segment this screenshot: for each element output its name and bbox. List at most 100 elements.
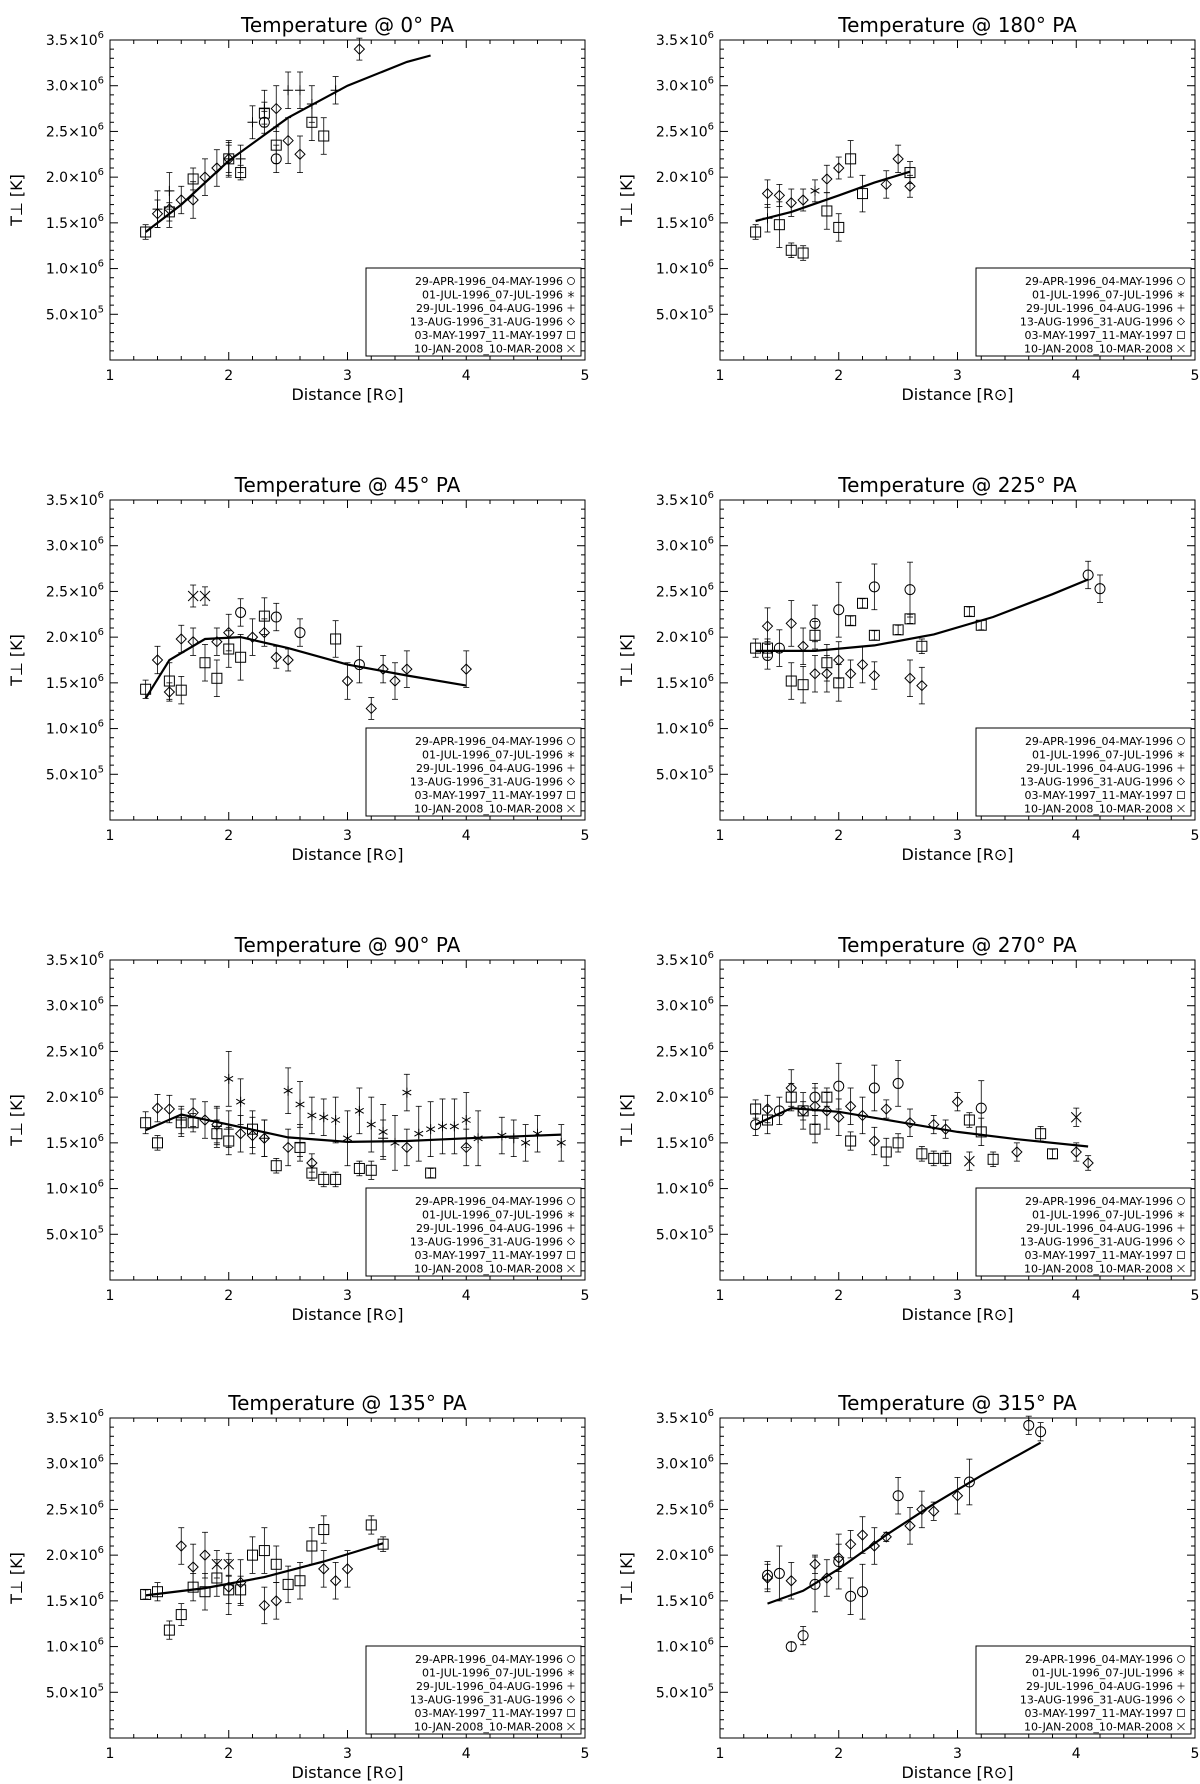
- data-point: [401, 1141, 413, 1154]
- y-tick-label: 1.0×106​: [656, 1637, 714, 1656]
- data-point: [508, 1133, 519, 1144]
- data-point: [797, 194, 809, 206]
- y-tick-label: 3.0×106​: [656, 76, 714, 95]
- y-tick-label: 1.5×106​: [46, 1591, 104, 1610]
- x-tick-label: 2: [834, 1288, 843, 1304]
- data-point: [821, 1091, 833, 1103]
- data-point: [331, 1115, 341, 1125]
- data-point: [460, 663, 472, 675]
- legend-symbol: [1177, 1237, 1185, 1246]
- data-point: [963, 1114, 975, 1126]
- legend-label: 10-JAN-2008_10-MAR-2008: [1024, 803, 1173, 816]
- data-point: [904, 1117, 916, 1129]
- data-point: [377, 1538, 389, 1550]
- x-axis-label: Distance [R⊙]: [901, 1305, 1013, 1324]
- data-point: [916, 679, 928, 692]
- plus-icon: [567, 764, 575, 772]
- x-axis-label: Distance [R⊙]: [901, 385, 1013, 404]
- y-axis-label: T⊥ [K]: [7, 1094, 26, 1147]
- data-point: [187, 1561, 199, 1573]
- legend-symbol: [567, 317, 575, 326]
- legend-label: 03-MAY-1997_11-MAY-1997: [1024, 789, 1173, 802]
- data-point: [282, 1578, 294, 1590]
- x-tick-label: 4: [462, 1746, 471, 1762]
- y-tick-label: 2.0×106​: [656, 627, 714, 646]
- legend-symbol: [567, 344, 575, 353]
- y-tick-label: 2.0×106​: [46, 627, 104, 646]
- legend-label: 13-AUG-1996_31-AUG-1996: [1020, 1236, 1173, 1249]
- data-point: [750, 1103, 762, 1115]
- data-point: [785, 1091, 797, 1103]
- data-point: [785, 1641, 797, 1653]
- y-tick-label: 1.5×106​: [656, 1591, 714, 1610]
- data-point: [892, 1077, 904, 1089]
- data-point: [270, 1558, 282, 1570]
- legend-label: 29-APR-1996_04-MAY-1996: [1025, 735, 1173, 748]
- legend-symbol: [567, 291, 575, 298]
- data-point: [258, 610, 270, 622]
- cross-icon: [567, 1722, 575, 1731]
- y-tick-label: 1.5×106​: [656, 1133, 714, 1152]
- data-point: [750, 642, 762, 654]
- data-point: [211, 162, 223, 174]
- legend-symbol: [567, 1237, 575, 1246]
- legend-label: 29-APR-1996_04-MAY-1996: [415, 735, 563, 748]
- x-tick-label: 1: [106, 1288, 115, 1304]
- y-tick-label: 1.5×106​: [656, 213, 714, 232]
- y-tick-label: 3.5×106​: [46, 490, 104, 509]
- data-point: [223, 1584, 235, 1596]
- square-icon: [1177, 791, 1185, 799]
- data-point: [951, 1490, 964, 1502]
- legend-label: 01-JUL-1996_07-JUL-1996: [422, 749, 563, 762]
- y-tick-label: 3.5×106​: [656, 30, 714, 49]
- data-point: [199, 1114, 211, 1126]
- legend-symbol: [1177, 1669, 1185, 1676]
- data-point: [414, 1128, 424, 1139]
- y-tick-label: 3.0×106​: [46, 996, 104, 1015]
- x-tick-label: 1: [716, 1746, 725, 1762]
- legend-symbol: [1177, 737, 1185, 745]
- data-point: [152, 1137, 163, 1149]
- data-point: [199, 657, 211, 669]
- legend-symbol: [1177, 1722, 1185, 1731]
- data-point: [187, 636, 199, 648]
- y-tick-label: 2.5×106​: [46, 121, 104, 140]
- legend-label: 01-JUL-1996_07-JUL-1996: [1032, 289, 1173, 302]
- chart-title: Temperature @ 0° PA: [240, 13, 454, 37]
- data-point: [868, 629, 880, 641]
- data-point: [904, 167, 916, 179]
- data-point: [809, 1558, 821, 1570]
- data-point: [270, 611, 282, 623]
- y-tick-label: 5.0×105​: [656, 304, 714, 323]
- data-point: [223, 1135, 235, 1147]
- data-point: [163, 675, 175, 687]
- data-point: [341, 1563, 354, 1575]
- data-point: [773, 1105, 785, 1117]
- data-point: [868, 581, 880, 593]
- x-tick-label: 4: [462, 828, 471, 844]
- legend-label: 03-MAY-1997_11-MAY-1997: [1024, 329, 1173, 342]
- x-tick-label: 4: [1072, 1746, 1081, 1762]
- data-point: [785, 197, 797, 209]
- circle-icon: [567, 1655, 575, 1663]
- data-point: [437, 1121, 448, 1132]
- data-point: [904, 613, 916, 625]
- data-point: [892, 153, 904, 165]
- data-point: [821, 1105, 833, 1117]
- plus-icon: [1177, 1682, 1185, 1690]
- data-point: [270, 1160, 282, 1172]
- x-tick-label: 5: [1191, 828, 1200, 844]
- legend-label: 29-APR-1996_04-MAY-1996: [1025, 1653, 1173, 1666]
- data-point: [833, 1111, 845, 1123]
- legend-symbol: [1177, 344, 1185, 353]
- legend-symbol: [1177, 1197, 1185, 1205]
- legend-label: 10-JAN-2008_10-MAR-2008: [1024, 343, 1173, 356]
- data-point: [151, 1102, 164, 1114]
- data-point: [916, 1148, 928, 1160]
- data-point: [235, 167, 247, 179]
- data-point: [964, 1155, 975, 1167]
- data-point: [833, 1552, 845, 1564]
- legend-label: 29-APR-1996_04-MAY-1996: [415, 1653, 563, 1666]
- data-point: [833, 677, 845, 689]
- plus-icon: [567, 1224, 575, 1232]
